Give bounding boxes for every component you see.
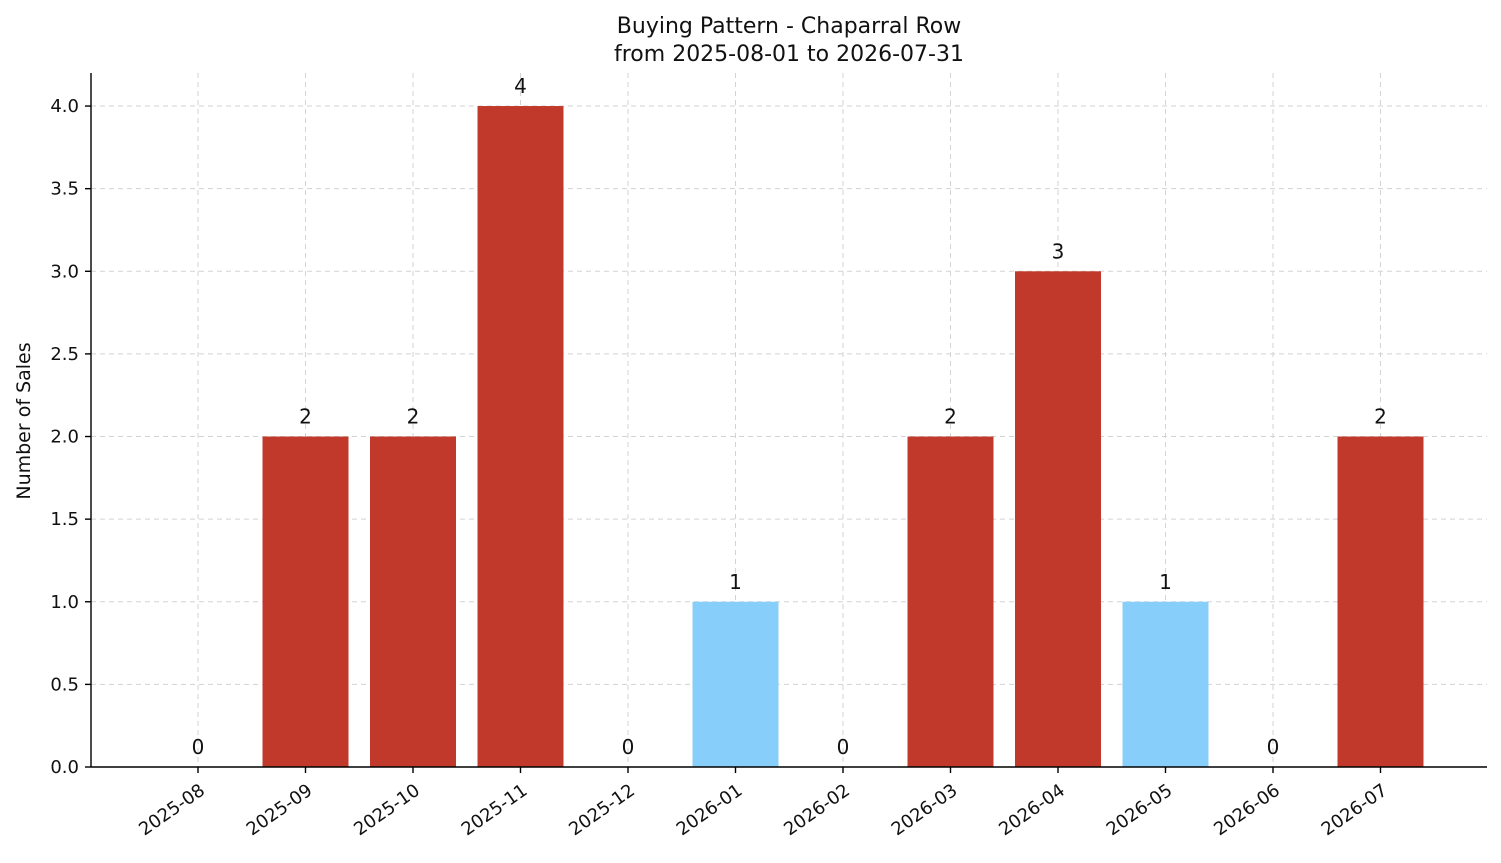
y-tick-label: 0.0 [50, 757, 79, 778]
y-tick-label: 1.0 [50, 592, 79, 613]
data-label: 3 [1052, 239, 1065, 263]
data-label: 4 [514, 74, 527, 98]
bar-2025-11 [477, 106, 564, 768]
data-label: 2 [944, 405, 957, 429]
x-tick-label: 2026-01 [673, 780, 747, 840]
x-tick-label: 2025-08 [135, 780, 209, 840]
x-tick-label: 2026-06 [1210, 780, 1284, 840]
data-label: 2 [1374, 405, 1387, 429]
x-axis-ticks: 2025-08 2025-09 2025-10 2025-11 2025-12 2026-… [135, 767, 1391, 840]
x-tick-label: 2025-10 [350, 780, 424, 840]
bar-2026-07 [1337, 436, 1424, 767]
data-label: 2 [299, 405, 312, 429]
y-tick-label: 2.0 [50, 427, 79, 448]
y-tick-label: 0.5 [50, 674, 79, 695]
x-tick-label: 2025-12 [565, 780, 639, 840]
y-tick-label: 2.5 [50, 344, 79, 365]
bar-2026-01 [692, 601, 779, 767]
data-labels: 0 2 2 4 0 1 0 2 3 1 0 2 [192, 74, 1387, 759]
bar-2026-03 [907, 436, 994, 767]
x-tick-label: 2026-03 [888, 780, 962, 840]
y-tick-label: 3.5 [50, 179, 79, 200]
data-label: 0 [622, 735, 635, 759]
bar-2025-10 [370, 436, 456, 767]
chart-subtitle: from 2025-08-01 to 2026-07-31 [614, 42, 964, 67]
data-label: 0 [1267, 735, 1280, 759]
y-tick-label: 3.0 [50, 261, 79, 282]
x-tick-label: 2025-11 [458, 780, 532, 840]
x-tick-label: 2026-04 [995, 780, 1069, 840]
y-tick-label: 4.0 [50, 96, 79, 117]
x-tick-label: 2026-07 [1318, 780, 1392, 840]
bar-2026-04 [1015, 271, 1101, 767]
data-label: 2 [407, 405, 420, 429]
x-tick-label: 2025-09 [243, 780, 317, 840]
x-tick-label: 2026-02 [780, 780, 854, 840]
bar-2025-09 [262, 436, 349, 767]
y-tick-label: 1.5 [50, 509, 79, 530]
y-axis-label: Number of Sales [13, 342, 35, 499]
y-axis-ticks: 0.0 0.5 1.0 1.5 2.0 2.5 3.0 3.5 4.0 [50, 96, 91, 778]
data-label: 1 [729, 570, 742, 594]
bar-2026-05 [1122, 601, 1209, 767]
data-label: 0 [192, 735, 205, 759]
data-label: 0 [837, 735, 850, 759]
chart-title: Buying Pattern - Chaparral Row [617, 14, 961, 39]
data-label: 1 [1159, 570, 1172, 594]
bars [262, 106, 1424, 768]
x-tick-label: 2026-05 [1103, 780, 1177, 840]
